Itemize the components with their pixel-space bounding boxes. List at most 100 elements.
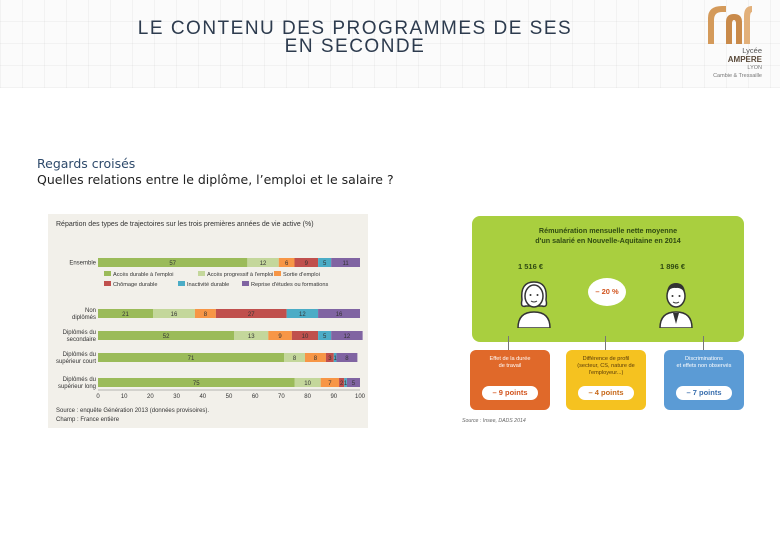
bar-segment: [318, 258, 332, 267]
bar-value-label: 5: [323, 261, 327, 267]
bar-value-label: 75: [193, 381, 200, 387]
bar-value-label: 9: [278, 334, 282, 340]
bar-segment: [294, 258, 319, 267]
category-label: secondaire: [67, 337, 97, 343]
legend-swatch: [178, 281, 185, 286]
bar-segment: [320, 378, 340, 387]
x-tick-label: 90: [330, 394, 337, 400]
factor-points: – 7 points: [676, 386, 732, 400]
category-label: Diplômés du: [63, 330, 96, 336]
factor-boxes: Effet de la durée de travail – 9 points …: [470, 350, 760, 410]
bar-value-label: 21: [122, 312, 129, 318]
category-label: supérieur long: [58, 384, 96, 390]
slide-title-line1: LE CONTENU DES PROGRAMMES DE SES: [137, 18, 573, 39]
connector-line: [703, 336, 704, 352]
infographic-source: Source : Insee, DADS 2014: [462, 418, 526, 424]
bar-segment: [98, 258, 248, 267]
man-icon: [659, 283, 693, 328]
header-band: [0, 0, 780, 88]
gap-badge: – 20 %: [588, 278, 626, 306]
logo-line1: Lycée: [742, 46, 762, 55]
bar-segment: [234, 331, 269, 340]
logo-line2: AMPERE: [727, 55, 762, 64]
bar-value-label: 3: [328, 356, 332, 362]
subtitle: Regards croisés Quelles relations entre …: [37, 156, 394, 188]
legend-swatch: [274, 271, 281, 276]
bar-value-label: 8: [204, 312, 208, 318]
category-label: Non: [85, 308, 96, 314]
x-tick-label: 20: [147, 394, 154, 400]
legend-swatch: [198, 271, 205, 276]
salary-men: 1 896 €: [660, 262, 686, 271]
bar-segment: [278, 258, 295, 267]
bar-value-label: 27: [248, 312, 255, 318]
salary-title-line1: Rémunération mensuelle nette moyenne: [538, 226, 678, 235]
category-label: Diplômés du: [63, 377, 96, 383]
bar-segment: [344, 378, 347, 387]
bar-value-label: 2: [340, 381, 344, 387]
connector-line: [605, 336, 606, 352]
salary-panel-title: Rémunération mensuelle nette moyenne d'u…: [472, 226, 744, 246]
bar-value-label: 71: [188, 356, 195, 362]
bar-segment: [98, 331, 235, 340]
bar-segment: [346, 378, 360, 387]
bar-value-label: 9: [305, 261, 309, 267]
factor-label: Différence de profil (secteur, CS, natur…: [577, 356, 635, 376]
logo-text: Lycée AMPERE LYON Cambie & Tressaille: [700, 46, 762, 80]
logo-line4: Cambie & Tressaille: [713, 73, 762, 79]
bar-segment: [284, 353, 305, 362]
salary-title-line2: d'un salarié en Nouvelle-Aquitaine en 20…: [535, 236, 681, 245]
x-tick-label: 30: [173, 394, 180, 400]
bar-value-label: 6: [285, 261, 289, 267]
bar-segment: [304, 353, 326, 362]
bar-segment: [339, 378, 345, 387]
bar-value-label: 7: [328, 381, 332, 387]
x-tick-label: 40: [199, 394, 206, 400]
x-tick-label: 100: [355, 394, 366, 400]
slide-title: LE CONTENU DES PROGRAMMES DE SES EN SECO…: [100, 18, 610, 57]
chart-source-line2: Champ : France entière: [56, 417, 120, 423]
category-label: Ensemble: [69, 261, 96, 267]
bar-segment: [318, 331, 332, 340]
bar-segment: [325, 353, 334, 362]
bar-segment: [153, 309, 195, 318]
legend-label: Reprise d'études ou formations: [251, 282, 328, 288]
bar-segment: [268, 331, 292, 340]
x-tick-label: 50: [226, 394, 233, 400]
factor-points: – 4 points: [578, 386, 634, 400]
category-label: supérieur court: [56, 359, 96, 365]
slide-title-line2: EN SECONDE: [284, 36, 426, 57]
category-label: Diplômés du: [63, 352, 96, 358]
legend-label: Sortie d'emploi: [283, 272, 320, 278]
category-label: diplômés: [72, 315, 96, 321]
salary-infographic: Rémunération mensuelle nette moyenne d'u…: [460, 212, 760, 432]
chart-title: Répartion des types de trajectoires sur …: [56, 221, 314, 228]
salary-panel: Rémunération mensuelle nette moyenne d'u…: [472, 216, 744, 342]
factor-label: Effet de la durée de travail: [489, 356, 531, 369]
bar-segment: [331, 331, 363, 340]
salary-women: 1 516 €: [518, 262, 544, 271]
bar-value-label: 16: [336, 312, 343, 318]
trajectory-chart: Répartion des types de trajectoires sur …: [48, 214, 368, 428]
subtitle-line2: Quelles relations entre le diplôme, l’em…: [37, 172, 394, 187]
bar-value-label: 8: [314, 356, 318, 362]
legend-swatch: [104, 271, 111, 276]
bar-value-label: 13: [248, 334, 255, 340]
x-tick-label: 0: [96, 394, 100, 400]
bar-value-label: 12: [260, 261, 267, 267]
logo-arch-icon: [708, 6, 752, 44]
bar-segment: [331, 258, 360, 267]
bar-segment: [98, 378, 295, 387]
bar-segment: [247, 258, 279, 267]
bar-segment: [194, 309, 216, 318]
bar-value-label: 12: [344, 334, 351, 340]
bar-value-label: 12: [299, 312, 306, 318]
factor-box-profile: Différence de profil (secteur, CS, natur…: [566, 350, 646, 410]
factor-points: – 9 points: [482, 386, 538, 400]
legend-label: Chômage durable: [113, 282, 157, 288]
bar-value-label: 57: [169, 261, 176, 267]
bar-value-label: 10: [304, 381, 311, 387]
legend-swatch: [242, 281, 249, 286]
school-logo: Lycée AMPERE LYON Cambie & Tressaille: [700, 4, 764, 84]
x-tick-label: 80: [304, 394, 311, 400]
